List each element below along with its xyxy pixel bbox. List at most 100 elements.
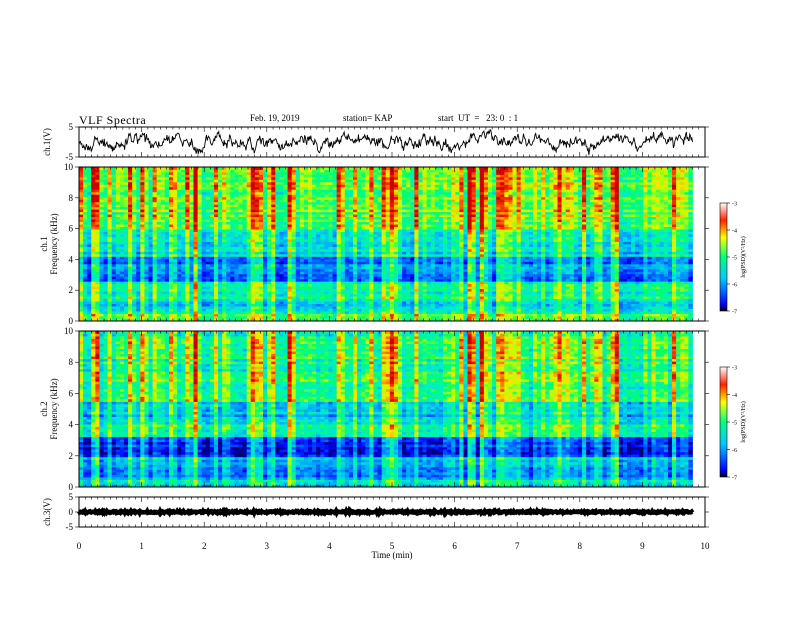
ch1-spectrogram-cell <box>263 189 267 192</box>
ch1-spectrogram-cell <box>214 237 218 240</box>
ch1-spectrogram-cell <box>194 266 198 269</box>
ch1-spectrogram-cell <box>112 279 116 282</box>
ch1-spectrogram-cell <box>116 254 120 257</box>
ch1-spectrogram-cell <box>316 202 320 205</box>
ch1-spectrogram-cell <box>120 289 124 292</box>
ch1-spectrogram-cell <box>161 276 165 279</box>
ch1-spectrogram-cell <box>283 182 287 185</box>
ch1-spectrogram-cell <box>181 254 185 257</box>
ch1-spectrogram-cell <box>288 217 292 220</box>
ch1-spectrogram-cell <box>316 261 320 264</box>
ch1-spectrogram-cell <box>169 169 173 172</box>
ch1-spectrogram-cell <box>144 311 148 314</box>
ch1-spectrogram-cell <box>292 296 296 299</box>
ch1-spectrogram-cell <box>132 187 136 190</box>
ch1-spectrogram-cell <box>373 279 377 282</box>
ch1-spectrogram-cell <box>104 207 108 210</box>
ch1-spectrogram-cell <box>247 286 251 289</box>
ch1-spectrogram-cell <box>308 251 312 254</box>
ch1-spectrogram-cell <box>104 187 108 190</box>
ch1-spectrogram-cell <box>194 291 198 294</box>
ch1-spectrogram-cell <box>206 239 210 242</box>
ch1-spectrogram-cell <box>275 286 279 289</box>
ch1-spectrogram-cell <box>206 209 210 212</box>
ch1-spectrogram-cell <box>247 261 251 264</box>
ch1-spectrogram-cell <box>271 204 275 207</box>
ch1-spectrogram-cell <box>279 311 283 314</box>
ch1-spectrogram-cell <box>202 249 206 252</box>
ch1-spectrogram-cell <box>185 182 189 185</box>
ch1-spectrogram-cell <box>99 306 103 309</box>
ch1-spectrogram-cell <box>312 294 316 297</box>
ch1-spectrogram-cell <box>194 246 198 249</box>
ch1-spectrogram-cell <box>226 296 230 299</box>
ch1-spectrogram-cell <box>108 222 112 225</box>
ch1-spectrogram-cell <box>198 246 202 249</box>
ch1-spectrogram-cell <box>144 256 148 259</box>
ch1-spectrogram-cell <box>87 189 91 192</box>
ch1-spectrogram-cell <box>373 239 377 242</box>
ch1-spectrogram-cell <box>243 212 247 215</box>
ch1-spectrogram-cell <box>91 222 95 225</box>
ch1-spectrogram-cell <box>324 229 328 232</box>
ch1-spectrogram-cell <box>324 197 328 200</box>
ch1-spectrogram-cell <box>185 192 189 195</box>
ch1-spectrogram-cell <box>144 261 148 264</box>
ch1-spectrogram-cell <box>161 207 165 210</box>
ch1-spectrogram-cell <box>386 207 390 210</box>
ch1-spectrogram-cell <box>83 172 87 175</box>
ch1-spectrogram-cell <box>275 279 279 282</box>
ch1-spectrogram-cell <box>198 204 202 207</box>
ch1-spectrogram-cell <box>320 249 324 252</box>
ch1-spectrogram-cell <box>177 237 181 240</box>
ch1-spectrogram-cell <box>255 249 259 252</box>
ch1-spectrogram-cell <box>369 242 373 245</box>
ch1-spectrogram-cell <box>239 209 243 212</box>
ch1-spectrogram-cell <box>345 261 349 264</box>
ch1-spectrogram-cell <box>165 197 169 200</box>
ch1-spectrogram-cell <box>128 304 132 307</box>
ch1-spectrogram-cell <box>87 172 91 175</box>
ch1-spectrogram-cell <box>296 237 300 240</box>
ch1-spectrogram-cell <box>263 182 267 185</box>
ch1-spectrogram-cell <box>136 301 140 304</box>
ch1-spectrogram-cell <box>239 311 243 314</box>
ch1-spectrogram-cell <box>83 251 87 254</box>
ch1-spectrogram-cell <box>324 291 328 294</box>
ch1-spectrogram-cell <box>259 259 263 262</box>
ch1-spectrogram-cell <box>226 209 230 212</box>
ch1-spectrogram-cell <box>239 199 243 202</box>
ch1-spectrogram-cell <box>279 179 283 182</box>
ch1-spectrogram-cell <box>365 234 369 237</box>
ch1-spectrogram-cell <box>259 311 263 314</box>
ch1-spectrogram-cell <box>365 279 369 282</box>
ch1-spectrogram-cell <box>316 264 320 267</box>
ch1-spectrogram-cell <box>153 289 157 292</box>
ch1-spectrogram-cell <box>349 194 353 197</box>
ch1-spectrogram-cell <box>149 314 153 317</box>
ch1-spectrogram-cell <box>153 311 157 314</box>
ch1-spectrogram-cell <box>308 304 312 307</box>
ch1-spectrogram-cell <box>369 301 373 304</box>
ch1-spectrogram-cell <box>189 244 193 247</box>
ch1-spectrogram-cell <box>353 259 357 262</box>
ch1-spectrogram-cell <box>337 182 341 185</box>
ch1-spectrogram-cell <box>390 314 394 317</box>
ch1-spectrogram-cell <box>300 299 304 302</box>
ch1-spectrogram-cell <box>226 246 230 249</box>
ch1-spectrogram-cell <box>226 214 230 217</box>
ch1-spectrogram-cell <box>345 187 349 190</box>
ch1-spectrogram-cell <box>267 217 271 220</box>
ch1-spectrogram-cell <box>312 301 316 304</box>
ch1-spectrogram-cell <box>91 314 95 317</box>
ch1-spectrogram-cell <box>173 304 177 307</box>
ch1-spectrogram-cell <box>177 212 181 215</box>
ch1-spectrogram-cell <box>373 314 377 317</box>
ch1-spectrogram-cell <box>104 264 108 267</box>
ch1-spectrogram-cell <box>230 227 234 230</box>
ch1-spectrogram-cell <box>83 237 87 240</box>
ch1-spectrogram-cell <box>132 172 136 175</box>
ch1-spectrogram-cell <box>378 246 382 249</box>
ch1-spectrogram-cell <box>116 269 120 272</box>
ch1-spectrogram-cell <box>95 242 99 245</box>
